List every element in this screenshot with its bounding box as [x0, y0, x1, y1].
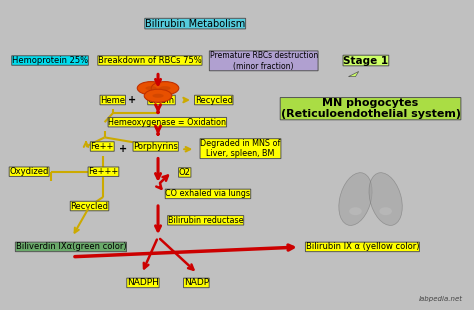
Text: Fe+++: Fe+++ — [88, 167, 118, 176]
Text: MN phogocytes
(Reticuloendothelial system): MN phogocytes (Reticuloendothelial syste… — [281, 98, 461, 119]
Text: Recycled: Recycled — [71, 202, 109, 210]
Text: Recycled: Recycled — [195, 95, 233, 104]
Text: Globin: Globin — [148, 95, 175, 104]
Ellipse shape — [137, 82, 165, 95]
Text: Hemeoxygenase = Oxidation: Hemeoxygenase = Oxidation — [109, 118, 226, 127]
Text: NADPH: NADPH — [127, 278, 159, 287]
Ellipse shape — [369, 173, 402, 225]
Text: Biliverdin IXα(green color): Biliverdin IXα(green color) — [16, 242, 126, 251]
Text: Bilirubin IX α (yellow color): Bilirubin IX α (yellow color) — [306, 242, 419, 251]
Ellipse shape — [349, 207, 362, 215]
Ellipse shape — [144, 89, 172, 102]
Ellipse shape — [339, 173, 372, 225]
Text: Stage 1: Stage 1 — [343, 55, 389, 65]
Ellipse shape — [379, 207, 392, 215]
Text: CO exhaled via lungs: CO exhaled via lungs — [165, 189, 250, 198]
Text: +: + — [128, 95, 137, 105]
Text: Hemoprotein 25%: Hemoprotein 25% — [12, 56, 88, 65]
Ellipse shape — [159, 86, 171, 90]
Text: Heme: Heme — [100, 95, 125, 104]
Ellipse shape — [152, 94, 164, 98]
Text: Premature RBCs destruction
(minor fraction): Premature RBCs destruction (minor fracti… — [210, 51, 318, 70]
Text: NADP: NADP — [184, 278, 209, 287]
Text: labpedia.net: labpedia.net — [418, 296, 462, 302]
Text: +: + — [119, 144, 127, 154]
Ellipse shape — [146, 86, 157, 90]
Text: O2: O2 — [179, 168, 191, 177]
Text: Porphyrins: Porphyrins — [133, 142, 178, 151]
Text: Degraded in MNS of
Liver, spleen, BM: Degraded in MNS of Liver, spleen, BM — [201, 139, 281, 158]
Ellipse shape — [151, 82, 179, 95]
Polygon shape — [348, 72, 359, 77]
Text: Fe++: Fe++ — [91, 142, 114, 151]
Text: Bilirubin Metabolism: Bilirubin Metabolism — [145, 19, 246, 29]
Text: Bilirubin reductase: Bilirubin reductase — [168, 216, 244, 225]
Text: Oxydized: Oxydized — [9, 167, 49, 176]
Text: Breakdown of RBCs 75%: Breakdown of RBCs 75% — [98, 56, 202, 65]
